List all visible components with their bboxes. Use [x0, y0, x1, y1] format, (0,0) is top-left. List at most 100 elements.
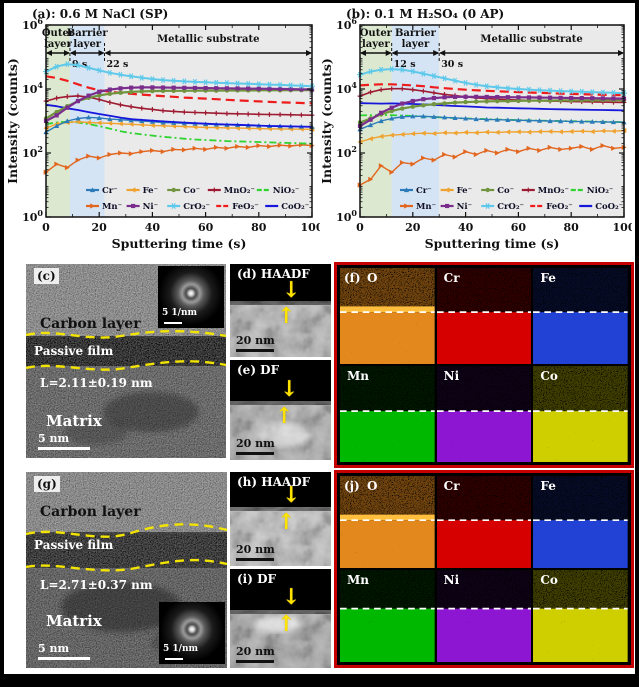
svg-text:100: 100: [336, 208, 357, 224]
svg-text:20: 20: [405, 221, 421, 234]
interface-up-arrow-icon: ↑: [277, 509, 296, 535]
svg-text:104: 104: [22, 80, 43, 96]
panel-d-label: (d) HAADF: [237, 267, 310, 281]
svg-text:Co⁻: Co⁻: [497, 186, 514, 196]
film-thickness-value: L=2.71±0.37 nm: [40, 578, 153, 592]
df-texture: [230, 569, 331, 668]
matrix-label: Matrix: [46, 412, 102, 430]
eds-map-label: Mn: [347, 369, 370, 383]
svg-text:22 s: 22 s: [107, 59, 129, 70]
svg-text:layer: layer: [402, 39, 430, 50]
svg-text:Sputtering time (s): Sputtering time (s): [112, 236, 247, 251]
scale-bar-line: [236, 349, 274, 352]
svg-text:CrO₂⁻: CrO₂⁻: [183, 202, 210, 212]
eds-map-label: Fe: [540, 271, 556, 285]
scale-bar: 20 nm: [236, 543, 275, 561]
eds-panel-label: (f): [344, 271, 361, 285]
panel-j-eds-maps: O (j) Cr Fe Mn Ni Co: [334, 470, 634, 668]
panel-e-df-image: (e) DF ↓ ↑ 20 nm: [230, 360, 331, 460]
svg-text:Mn⁻: Mn⁻: [102, 202, 122, 212]
svg-text:Ni⁻: Ni⁻: [143, 202, 159, 212]
svg-text:NiO₂⁻: NiO₂⁻: [273, 186, 300, 196]
svg-text:0: 0: [356, 221, 364, 234]
scale-bar: 20 nm: [236, 437, 275, 455]
svg-text:NiO₂⁻: NiO₂⁻: [587, 186, 614, 196]
haadf-texture: [230, 472, 331, 566]
panel-h-haadf-image: (h) HAADF ↓ ↑ 20 nm: [230, 472, 331, 566]
passive-film-label: Passive film: [34, 538, 114, 552]
eds-map-ni: Ni: [436, 366, 532, 462]
scale-bar: 5 nm: [38, 642, 90, 660]
svg-text:CrO₂⁻: CrO₂⁻: [497, 202, 524, 212]
df-texture: [230, 360, 331, 460]
svg-text:Co⁻: Co⁻: [183, 186, 200, 196]
scale-bar-line: [236, 452, 274, 455]
svg-text:100: 100: [613, 221, 632, 234]
svg-text:102: 102: [22, 144, 43, 160]
scale-bar-line: [236, 660, 274, 663]
svg-text:102: 102: [336, 144, 357, 160]
svg-text:60: 60: [198, 221, 214, 234]
interface-down-arrow-icon: ↓: [282, 277, 301, 303]
svg-text:Cr⁻: Cr⁻: [416, 186, 432, 196]
haadf-texture: [230, 264, 331, 357]
eds-map-label: O: [367, 479, 378, 493]
scale-bar-value: 20 nm: [236, 437, 275, 450]
film-thickness-value: L=2.11±0.19 nm: [40, 376, 153, 390]
svg-text:Fe⁻: Fe⁻: [143, 186, 158, 196]
panel-d-haadf-image: (d) HAADF ↓ ↑ 20 nm: [230, 264, 331, 357]
scale-bar-value: 5 nm: [38, 642, 70, 655]
svg-text:Mn⁻: Mn⁻: [416, 202, 436, 212]
panel-h-label: (h) HAADF: [237, 475, 311, 489]
svg-text:MnO₂⁻: MnO₂⁻: [224, 186, 255, 196]
scale-bar: 20 nm: [236, 334, 275, 352]
svg-text:(b): 0.1 M H₂SO₄ (0 AP): (b): 0.1 M H₂SO₄ (0 AP): [346, 7, 504, 21]
svg-text:106: 106: [22, 16, 43, 32]
svg-text:CoO₂⁻: CoO₂⁻: [595, 202, 623, 212]
panel-c-label: (c): [34, 268, 59, 284]
svg-text:MnO₂⁻: MnO₂⁻: [538, 186, 569, 196]
carbon-layer-label: Carbon layer: [40, 316, 141, 332]
panel-g-hrtem-image: (g) Carbon layer Passive film L=2.71±0.3…: [26, 472, 227, 668]
eds-map-ni: Ni: [436, 570, 532, 662]
eds-grid: O (j) Cr Fe Mn Ni Co: [340, 476, 628, 662]
svg-text:20: 20: [92, 221, 108, 234]
matrix-label: Matrix: [46, 612, 102, 630]
eds-map-label: Co: [540, 369, 558, 383]
fft-inset: 5 1/nm: [158, 266, 224, 328]
svg-text:layer: layer: [44, 39, 72, 50]
svg-text:60: 60: [511, 221, 527, 234]
svg-text:Cr⁻: Cr⁻: [102, 186, 118, 196]
eds-map-cr: Cr: [436, 476, 532, 568]
fft-scale-line: [164, 322, 182, 324]
scale-bar-line: [236, 558, 274, 561]
svg-text:Fe⁻: Fe⁻: [457, 186, 472, 196]
eds-map-co: Co: [533, 570, 628, 662]
eds-map-label: Cr: [443, 479, 460, 493]
eds-map-cr: Cr: [436, 268, 532, 364]
svg-text:40: 40: [145, 221, 161, 234]
svg-text:80: 80: [564, 221, 580, 234]
panel-e-label: (e) DF: [237, 363, 280, 377]
eds-map-fe: Fe: [533, 268, 628, 364]
passive-film-label: Passive film: [34, 344, 114, 358]
svg-text:40: 40: [458, 221, 474, 234]
interface-up-arrow-icon: ↑: [275, 403, 294, 429]
eds-map-mn: Mn: [340, 366, 435, 462]
svg-text:30 s: 30 s: [441, 59, 463, 70]
panel-c-hrtem-image: (c) Carbon layer Passive film L=2.11±0.1…: [26, 264, 226, 458]
hrtem-texture: [26, 472, 227, 668]
scale-bar: 20 nm: [236, 645, 275, 663]
svg-text:FeO₂⁻: FeO₂⁻: [546, 202, 573, 212]
fft-scale-value: 5 1/nm: [162, 308, 198, 318]
panel-i-label: (i) DF: [237, 572, 277, 586]
eds-grid: O (f) Cr Fe Mn Ni Co: [340, 268, 628, 462]
svg-text:Barrier: Barrier: [67, 28, 109, 39]
eds-map-mn: Mn: [340, 570, 435, 662]
svg-text:Outer: Outer: [42, 28, 75, 39]
svg-text:Intensity (counts): Intensity (counts): [8, 58, 20, 184]
scale-bar-value: 5 nm: [38, 432, 70, 445]
svg-text:layer: layer: [362, 39, 390, 50]
fft-scale-value: 5 1/nm: [163, 644, 199, 654]
